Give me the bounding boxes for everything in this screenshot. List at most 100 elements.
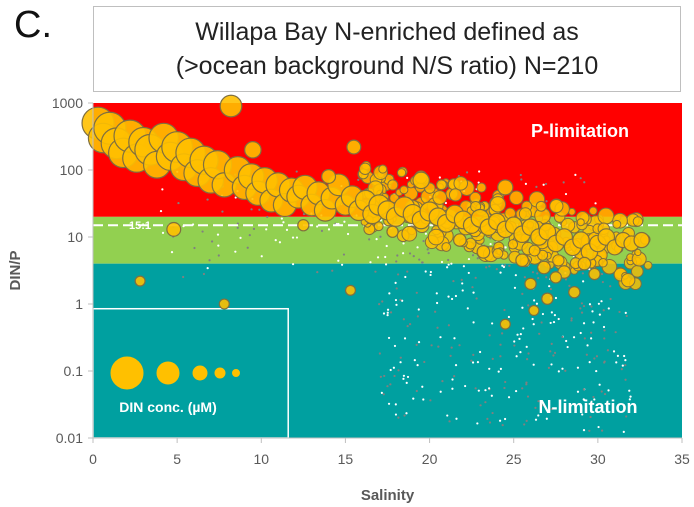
x-tick-label: 25 [506,451,522,467]
legend-bubble [192,365,208,381]
point [282,221,285,224]
point [588,303,592,306]
point [449,354,452,357]
point [217,254,220,257]
point [486,417,489,420]
point [320,229,324,232]
point [405,412,408,415]
point [416,364,419,367]
point [593,398,596,401]
point [395,260,398,263]
point [236,222,239,225]
point [452,279,455,283]
point [248,234,251,237]
bubble [509,190,524,206]
point [399,361,402,364]
bubble [612,219,622,229]
point [566,345,569,349]
point [598,383,601,386]
point [601,280,604,284]
point [526,395,530,398]
point [576,366,580,369]
point [386,308,390,311]
bubble [492,248,504,259]
point [594,202,597,205]
bubble [321,168,337,184]
point [458,344,461,347]
point [498,419,502,422]
point [550,407,553,411]
point [624,311,627,315]
point [476,257,479,260]
point [476,361,480,364]
point [236,226,239,229]
point [574,173,577,176]
point [552,354,555,357]
point [625,314,628,318]
point [534,418,538,421]
point [553,314,557,317]
point [489,237,492,240]
point [387,402,391,405]
point [403,414,406,417]
point [606,349,610,352]
point [521,292,524,296]
point [418,258,421,261]
point [545,200,548,203]
point [590,331,593,334]
point [582,388,585,391]
bubble [518,207,532,221]
y-tick-label: 0.01 [56,430,83,446]
point [278,241,282,244]
point [561,335,564,339]
point [499,271,502,274]
point [497,370,500,373]
point [628,398,631,401]
bubble [453,176,469,191]
point [455,417,458,420]
point [495,268,498,271]
point [342,253,346,256]
point [593,357,596,360]
point [436,326,439,329]
point [384,263,388,266]
point [402,374,406,377]
point [412,397,415,400]
point [562,181,565,184]
point [451,378,454,381]
bubble [549,198,564,214]
point [234,250,237,253]
point [603,329,606,332]
point [397,369,400,372]
point [513,286,517,289]
point [590,305,593,308]
point [429,273,432,277]
point [395,287,398,290]
point [406,270,409,273]
bubble [412,171,430,190]
point [422,239,425,243]
point [394,403,397,406]
bubble [453,233,467,247]
point [549,350,552,353]
point [544,182,548,186]
bubble [515,253,529,268]
point [170,250,174,254]
bubble [632,216,644,227]
point [625,415,628,418]
point [585,353,588,356]
point [369,261,372,264]
point [451,387,454,390]
point [397,416,400,419]
bubble [588,206,598,216]
point [159,209,163,213]
point [624,359,627,362]
point [415,343,418,346]
point [239,236,242,240]
point [488,265,491,268]
point [585,408,588,411]
point [582,322,586,325]
point [402,377,405,380]
point [527,352,530,355]
point [435,301,439,305]
